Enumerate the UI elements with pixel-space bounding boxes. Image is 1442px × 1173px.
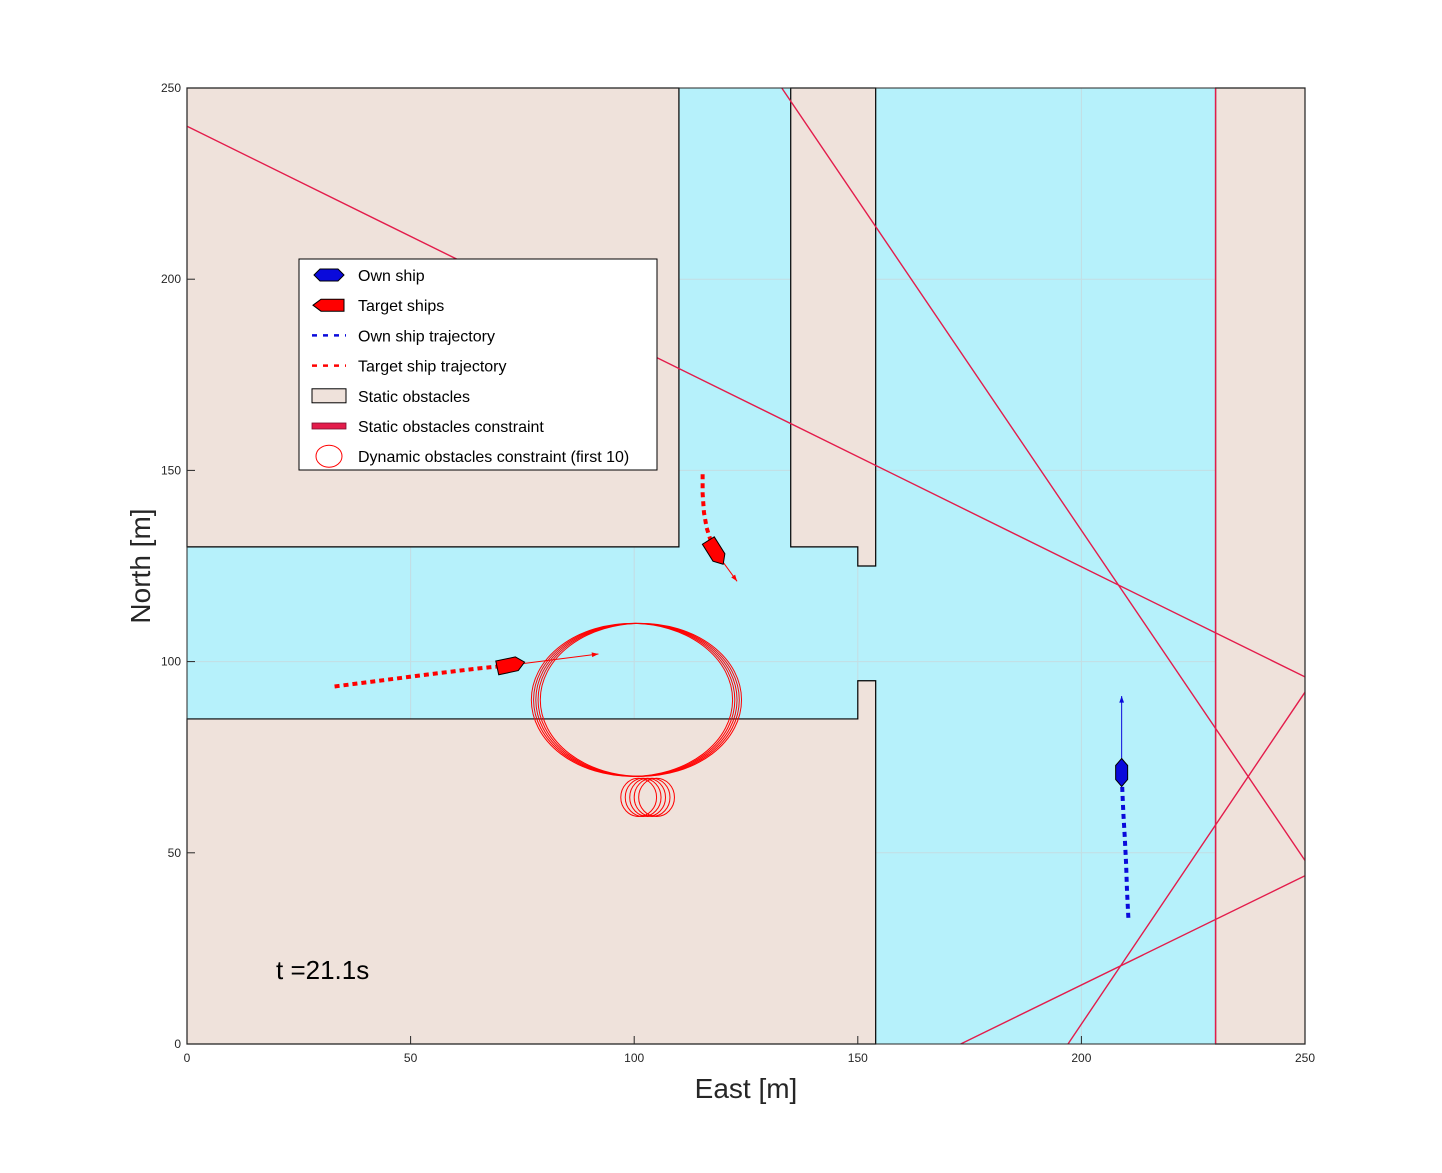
legend-item: Own ship xyxy=(313,268,425,285)
target-ship xyxy=(701,536,726,565)
target-ship xyxy=(495,656,526,676)
legend-label: Static obstacles xyxy=(358,389,470,406)
legend-item: Static obstacles xyxy=(311,388,470,406)
legend-item: Dynamic obstacles constraint (first 10) xyxy=(315,444,629,468)
legend-item: Static obstacles constraint xyxy=(311,419,544,436)
legend-label: Target ship trajectory xyxy=(358,359,507,376)
legend-item: Target ship trajectory xyxy=(312,359,507,376)
ships xyxy=(495,536,1129,788)
y-tick-label: 150 xyxy=(161,463,181,477)
own-ship-hull xyxy=(1115,757,1129,788)
dynamic-constraint-ellipse xyxy=(638,777,675,817)
x-tick-label: 150 xyxy=(848,1051,868,1065)
static-obstacle xyxy=(186,680,877,1045)
y-tick-label: 200 xyxy=(161,272,181,286)
legend: Own ship Target ships Own ship trajectory T… xyxy=(298,258,658,471)
legend-label: Target ships xyxy=(358,298,444,315)
dynamic-constraint-ellipse xyxy=(629,777,667,817)
target-ship-velocity-head xyxy=(591,652,599,658)
legend-label: Dynamic obstacles constraint (first 10) xyxy=(358,449,629,466)
y-tick-label: 0 xyxy=(174,1037,181,1051)
time-annotation: t =21.1s xyxy=(276,955,369,985)
dynamic-constraint-ellipse xyxy=(539,622,743,777)
x-tick-label: 200 xyxy=(1071,1051,1091,1065)
target-ship-hull xyxy=(495,656,526,676)
static-obstacle xyxy=(1214,87,1306,1045)
y-tick-label: 50 xyxy=(168,846,182,860)
constraint-line xyxy=(960,875,1305,1044)
legend-item: Target ships xyxy=(312,298,444,315)
dynamic-obstacle-constraints xyxy=(530,622,743,817)
constraint-line xyxy=(781,88,1305,861)
constraint-line xyxy=(1067,691,1305,1044)
own-ship-velocity-head xyxy=(1119,696,1125,703)
target-ship-trajectory xyxy=(334,663,510,689)
dynamic-constraint-ellipse xyxy=(624,777,662,817)
x-tick-label: 100 xyxy=(624,1051,644,1065)
target-ship-velocity-head xyxy=(731,574,738,582)
dynamic-constraint-ellipse xyxy=(620,777,658,817)
x-tick-label: 50 xyxy=(404,1051,418,1065)
axes-box xyxy=(186,87,1306,1045)
legend-label: Static obstacles constraint xyxy=(358,419,544,436)
legend-own-ship-icon xyxy=(313,268,345,282)
target-ship-hull xyxy=(701,536,726,565)
legend-constraint-icon xyxy=(311,422,347,430)
static-obstacle xyxy=(790,87,877,567)
legend-label: Own ship xyxy=(358,268,425,285)
x-tick-label: 0 xyxy=(184,1051,191,1065)
legend-obstacle-icon xyxy=(311,388,347,404)
axes: 0 50 100 150 200 250 0 50 100 150 200 250 xyxy=(161,81,1315,1065)
own-ship xyxy=(1115,757,1129,788)
legend-target-ship-icon xyxy=(312,298,345,312)
y-tick-label: 250 xyxy=(161,81,181,95)
legend-box xyxy=(298,258,658,471)
legend-item: Own ship trajectory xyxy=(312,328,495,345)
x-tick-label: 250 xyxy=(1295,1051,1315,1065)
static-obstacle-constraints xyxy=(187,88,1305,1044)
x-axis-label: East [m] xyxy=(695,1073,798,1104)
y-axis-label: North [m] xyxy=(125,508,156,623)
legend-circle-icon xyxy=(315,444,343,468)
legend-label: Own ship trajectory xyxy=(358,328,495,345)
dynamic-constraint-ellipse xyxy=(633,777,671,817)
y-tick-label: 100 xyxy=(161,655,181,669)
